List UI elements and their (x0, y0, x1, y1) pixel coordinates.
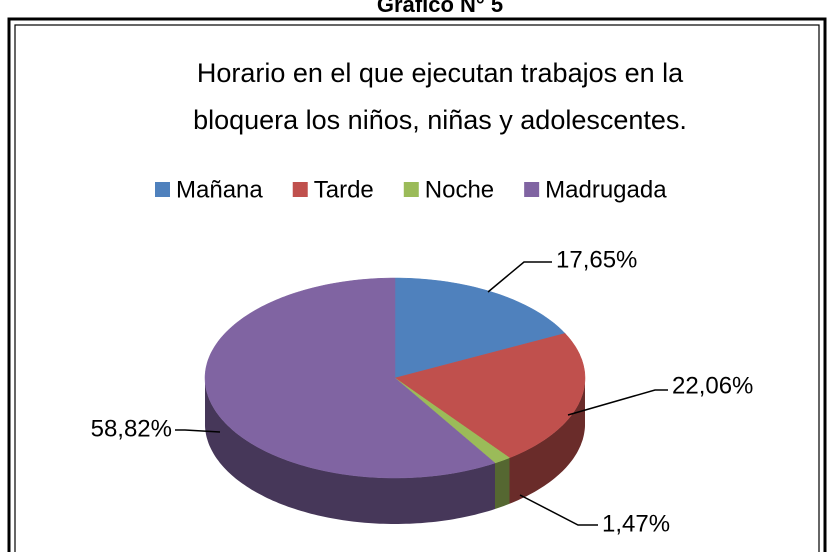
pie-slice (394, 277, 566, 379)
legend-swatch (403, 182, 419, 197)
pie-slice (394, 333, 586, 459)
pie-slice (394, 377, 511, 464)
legend-label: Madrugada (545, 176, 667, 203)
leader-line (175, 429, 221, 433)
frame-outer (7, 17, 827, 552)
data-label: 17,65% (556, 246, 637, 273)
heading: Gráfico N° 5 (377, 0, 503, 17)
pie-slice (204, 277, 496, 479)
legend-swatch (524, 182, 540, 197)
leader-line (567, 389, 668, 416)
chart-title: bloquera los niños, niñas y adolescentes… (193, 105, 687, 135)
leader-line (519, 494, 598, 526)
legend-swatch (155, 182, 170, 197)
pie-side (509, 378, 585, 504)
legend-swatch (292, 182, 308, 197)
pie-side (495, 457, 510, 509)
legend-label: Mañana (176, 176, 263, 203)
data-label: 22,06% (672, 372, 753, 399)
data-label: 1,47% (602, 510, 670, 537)
legend-label: Noche (425, 176, 494, 203)
data-label: 58,82% (91, 415, 172, 442)
chart-title: Horario en el que ejecutan trabajos en l… (197, 58, 684, 88)
pie-side (205, 378, 495, 524)
leader-line (487, 261, 552, 293)
legend-label: Tarde (314, 176, 374, 203)
frame-inner (14, 24, 820, 552)
